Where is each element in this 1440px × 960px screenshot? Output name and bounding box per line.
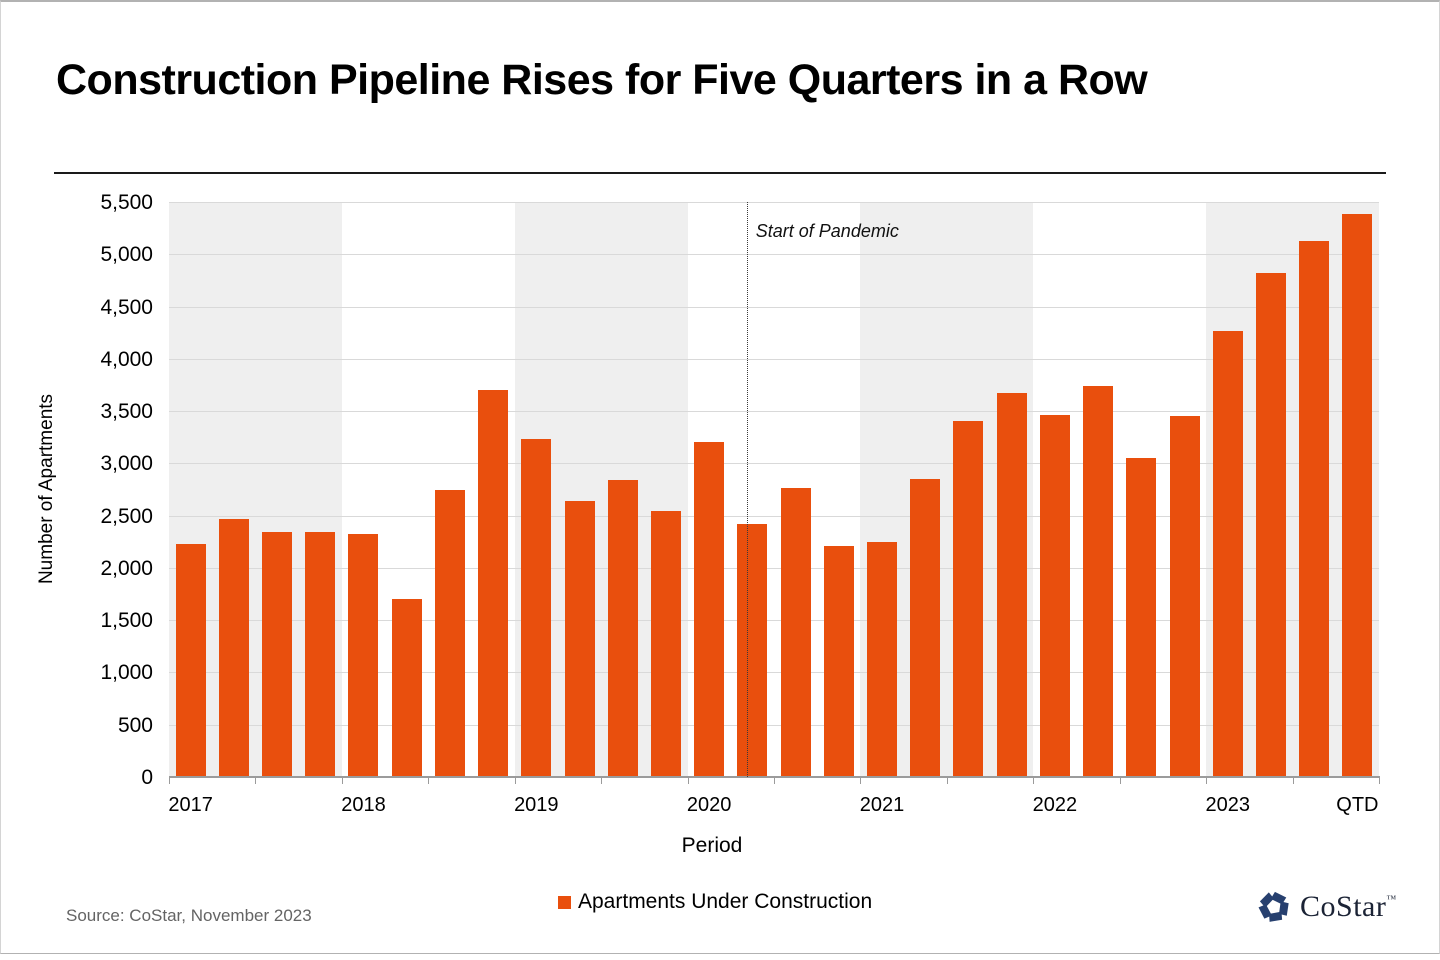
x-axis-tick <box>1119 778 1121 784</box>
x-year-label: 2023 <box>1205 794 1251 816</box>
bar-2022-q2 <box>1083 386 1114 777</box>
y-gridline <box>169 358 1379 360</box>
title-divider <box>54 172 1386 174</box>
bar-2021-q1 <box>867 541 898 777</box>
y-tick-label: 4,000 <box>100 347 153 371</box>
y-gridline <box>169 672 1379 674</box>
costar-pinwheel-icon <box>1258 891 1289 922</box>
source-note: Source: CoStar, November 2023 <box>66 906 312 925</box>
y-tick-label: 2,500 <box>100 504 153 528</box>
trademark-symbol: ™ <box>1386 894 1397 905</box>
pinwheel-blades <box>1258 891 1289 922</box>
x-axis-tick <box>341 778 343 784</box>
x-axis-tick <box>687 778 689 784</box>
bar-2022-q3 <box>1126 458 1157 777</box>
y-tick-label: 3,000 <box>100 452 153 476</box>
bar-2021-q2 <box>910 479 941 777</box>
x-year-label: 2022 <box>1032 794 1078 816</box>
y-gridline <box>169 515 1379 517</box>
costar-logo-text: CoStar™ <box>1300 890 1397 923</box>
y-gridline <box>169 724 1379 726</box>
y-gridline <box>169 254 1379 256</box>
bar-2017-q3 <box>262 532 293 777</box>
bar-2020-q3 <box>780 488 811 777</box>
pandemic-divider-line <box>746 202 748 777</box>
bar-2019-q2 <box>564 501 595 777</box>
x-axis-tick <box>1292 778 1294 784</box>
y-gridline <box>169 567 1379 569</box>
bar-2023-q3 <box>1299 240 1330 777</box>
x-year-label: 2018 <box>341 794 386 816</box>
costar-logo: CoStar™ <box>1257 890 1397 924</box>
y-tick-label: 500 <box>117 713 153 737</box>
x-axis-tick <box>1033 778 1035 784</box>
bar-2019-q1 <box>521 439 552 777</box>
bar-2018-q1 <box>348 534 379 777</box>
x-year-label: 2019 <box>514 794 559 816</box>
x-axis-tick <box>601 778 603 784</box>
y-tick-label: 2,000 <box>100 556 153 580</box>
x-axis-title: Period <box>681 834 743 857</box>
x-axis-tick <box>514 778 516 784</box>
x-axis-tick <box>255 778 257 784</box>
y-gridline <box>169 620 1379 622</box>
bar-2018-q2 <box>391 599 422 777</box>
x-axis-tick <box>946 778 948 784</box>
x-axis-tick <box>1206 778 1208 784</box>
bar-2020-q1 <box>694 442 725 777</box>
bar-2017-q1 <box>175 543 206 777</box>
x-axis-tick <box>774 778 775 784</box>
bar-2017-q2 <box>218 518 249 777</box>
y-gridline <box>169 202 1379 203</box>
bar-2022-q1 <box>1039 415 1070 777</box>
pandemic-annotation: Start of Pandemic <box>755 221 899 241</box>
y-tick-label: 3,500 <box>100 400 153 424</box>
x-year-label: 2020 <box>686 794 732 816</box>
bar-2023-q2 <box>1255 273 1286 777</box>
x-axis-tick <box>428 778 430 784</box>
legend-swatch-icon <box>558 895 571 909</box>
y-tick-label: 1,000 <box>100 661 153 685</box>
y-tick-label: 1,500 <box>100 609 153 633</box>
x-axis-tick <box>1379 778 1380 784</box>
x-axis-tick <box>860 778 862 784</box>
bar-2021-q4 <box>996 393 1027 777</box>
plot-area: Start of Pandemic <box>169 202 1379 777</box>
bar-2020-q2 <box>737 524 768 777</box>
bar-2019-q4 <box>650 511 681 777</box>
y-gridline <box>169 463 1379 465</box>
x-year-label: 2021 <box>859 794 905 816</box>
bar-2017-q4 <box>305 532 336 777</box>
bar-2020-q4 <box>823 545 854 777</box>
legend: Apartments Under Construction <box>558 890 872 914</box>
y-tick-label: 4,500 <box>100 295 153 319</box>
y-gridline <box>169 411 1379 413</box>
bar-2019-q3 <box>607 480 638 777</box>
bar-2021-q3 <box>953 420 984 777</box>
bar-2018-q4 <box>478 390 509 777</box>
chart-title: Construction Pipeline Rises for Five Qua… <box>56 56 1148 104</box>
y-tick-label: 5,500 <box>100 191 153 214</box>
bar-2023-q1 <box>1212 330 1243 777</box>
x-axis-line <box>169 776 1380 778</box>
x-year-label: QTD <box>1336 794 1379 816</box>
bar-2022-q4 <box>1169 416 1200 777</box>
x-year-label: 2017 <box>168 794 213 816</box>
y-tick-label: 0 <box>141 766 153 789</box>
y-tick-label: 5,000 <box>100 243 153 267</box>
legend-label: Apartments Under Construction <box>578 890 873 913</box>
bar-2023-qtd <box>1342 213 1373 777</box>
y-gridline <box>169 306 1379 308</box>
x-axis-tick <box>169 778 170 784</box>
bar-2018-q3 <box>434 489 465 777</box>
